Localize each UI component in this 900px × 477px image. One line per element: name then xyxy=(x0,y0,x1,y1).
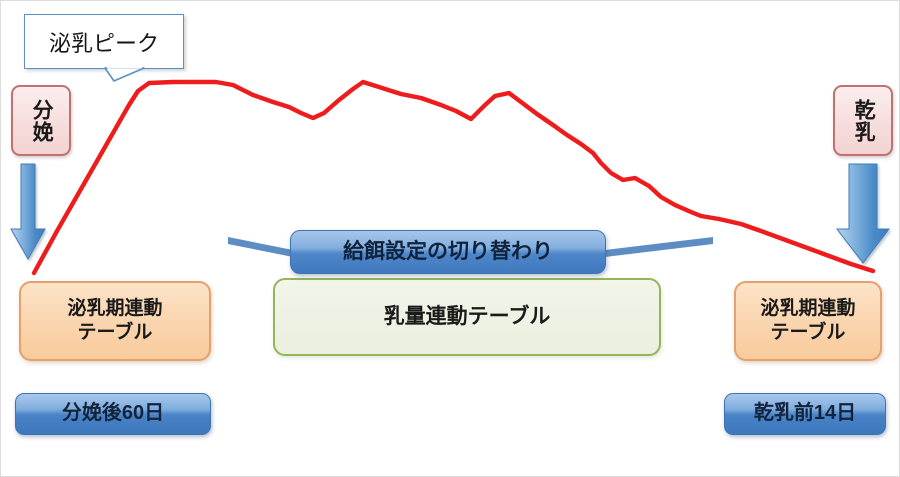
marker-days-before-dryoff: 乾乳前14日 xyxy=(724,393,886,435)
feeding-switch-banner-label: 給餌設定の切り替わり xyxy=(343,239,553,263)
event-box-calving-label: 分娩 xyxy=(30,98,54,143)
calving-down-arrow xyxy=(10,163,46,261)
peak-callout: 泌乳ピーク xyxy=(24,14,184,69)
table-box-milk-yield: 乳量連動テーブル xyxy=(273,278,661,356)
table-box-milk-yield-label: 乳量連動テーブル xyxy=(383,304,551,328)
marker-days-after-calving: 分娩後60日 xyxy=(15,393,211,435)
event-box-dryoff-label: 乾乳 xyxy=(852,98,876,143)
table-box-lactation-left: 泌乳期連動 テーブル xyxy=(19,281,211,361)
table-box-lactation-right-label: 泌乳期連動 テーブル xyxy=(760,297,856,343)
dryoff-down-arrow xyxy=(835,163,891,264)
table-box-lactation-left-label: 泌乳期連動 テーブル xyxy=(67,297,163,343)
marker-days-after-calving-label: 分娩後60日 xyxy=(61,402,165,425)
milk-yield-curve xyxy=(31,79,876,276)
feeding-switch-banner: 給餌設定の切り替わり xyxy=(290,230,606,274)
banner-connector-left xyxy=(228,237,293,257)
banner-connector-right xyxy=(605,237,713,257)
peak-callout-label: 泌乳ピーク xyxy=(48,30,159,56)
event-box-dryoff: 乾乳 xyxy=(833,85,893,156)
event-box-calving: 分娩 xyxy=(11,85,71,156)
marker-days-before-dryoff-label: 乾乳前14日 xyxy=(753,402,857,425)
table-box-lactation-right: 泌乳期連動 テーブル xyxy=(734,281,882,361)
